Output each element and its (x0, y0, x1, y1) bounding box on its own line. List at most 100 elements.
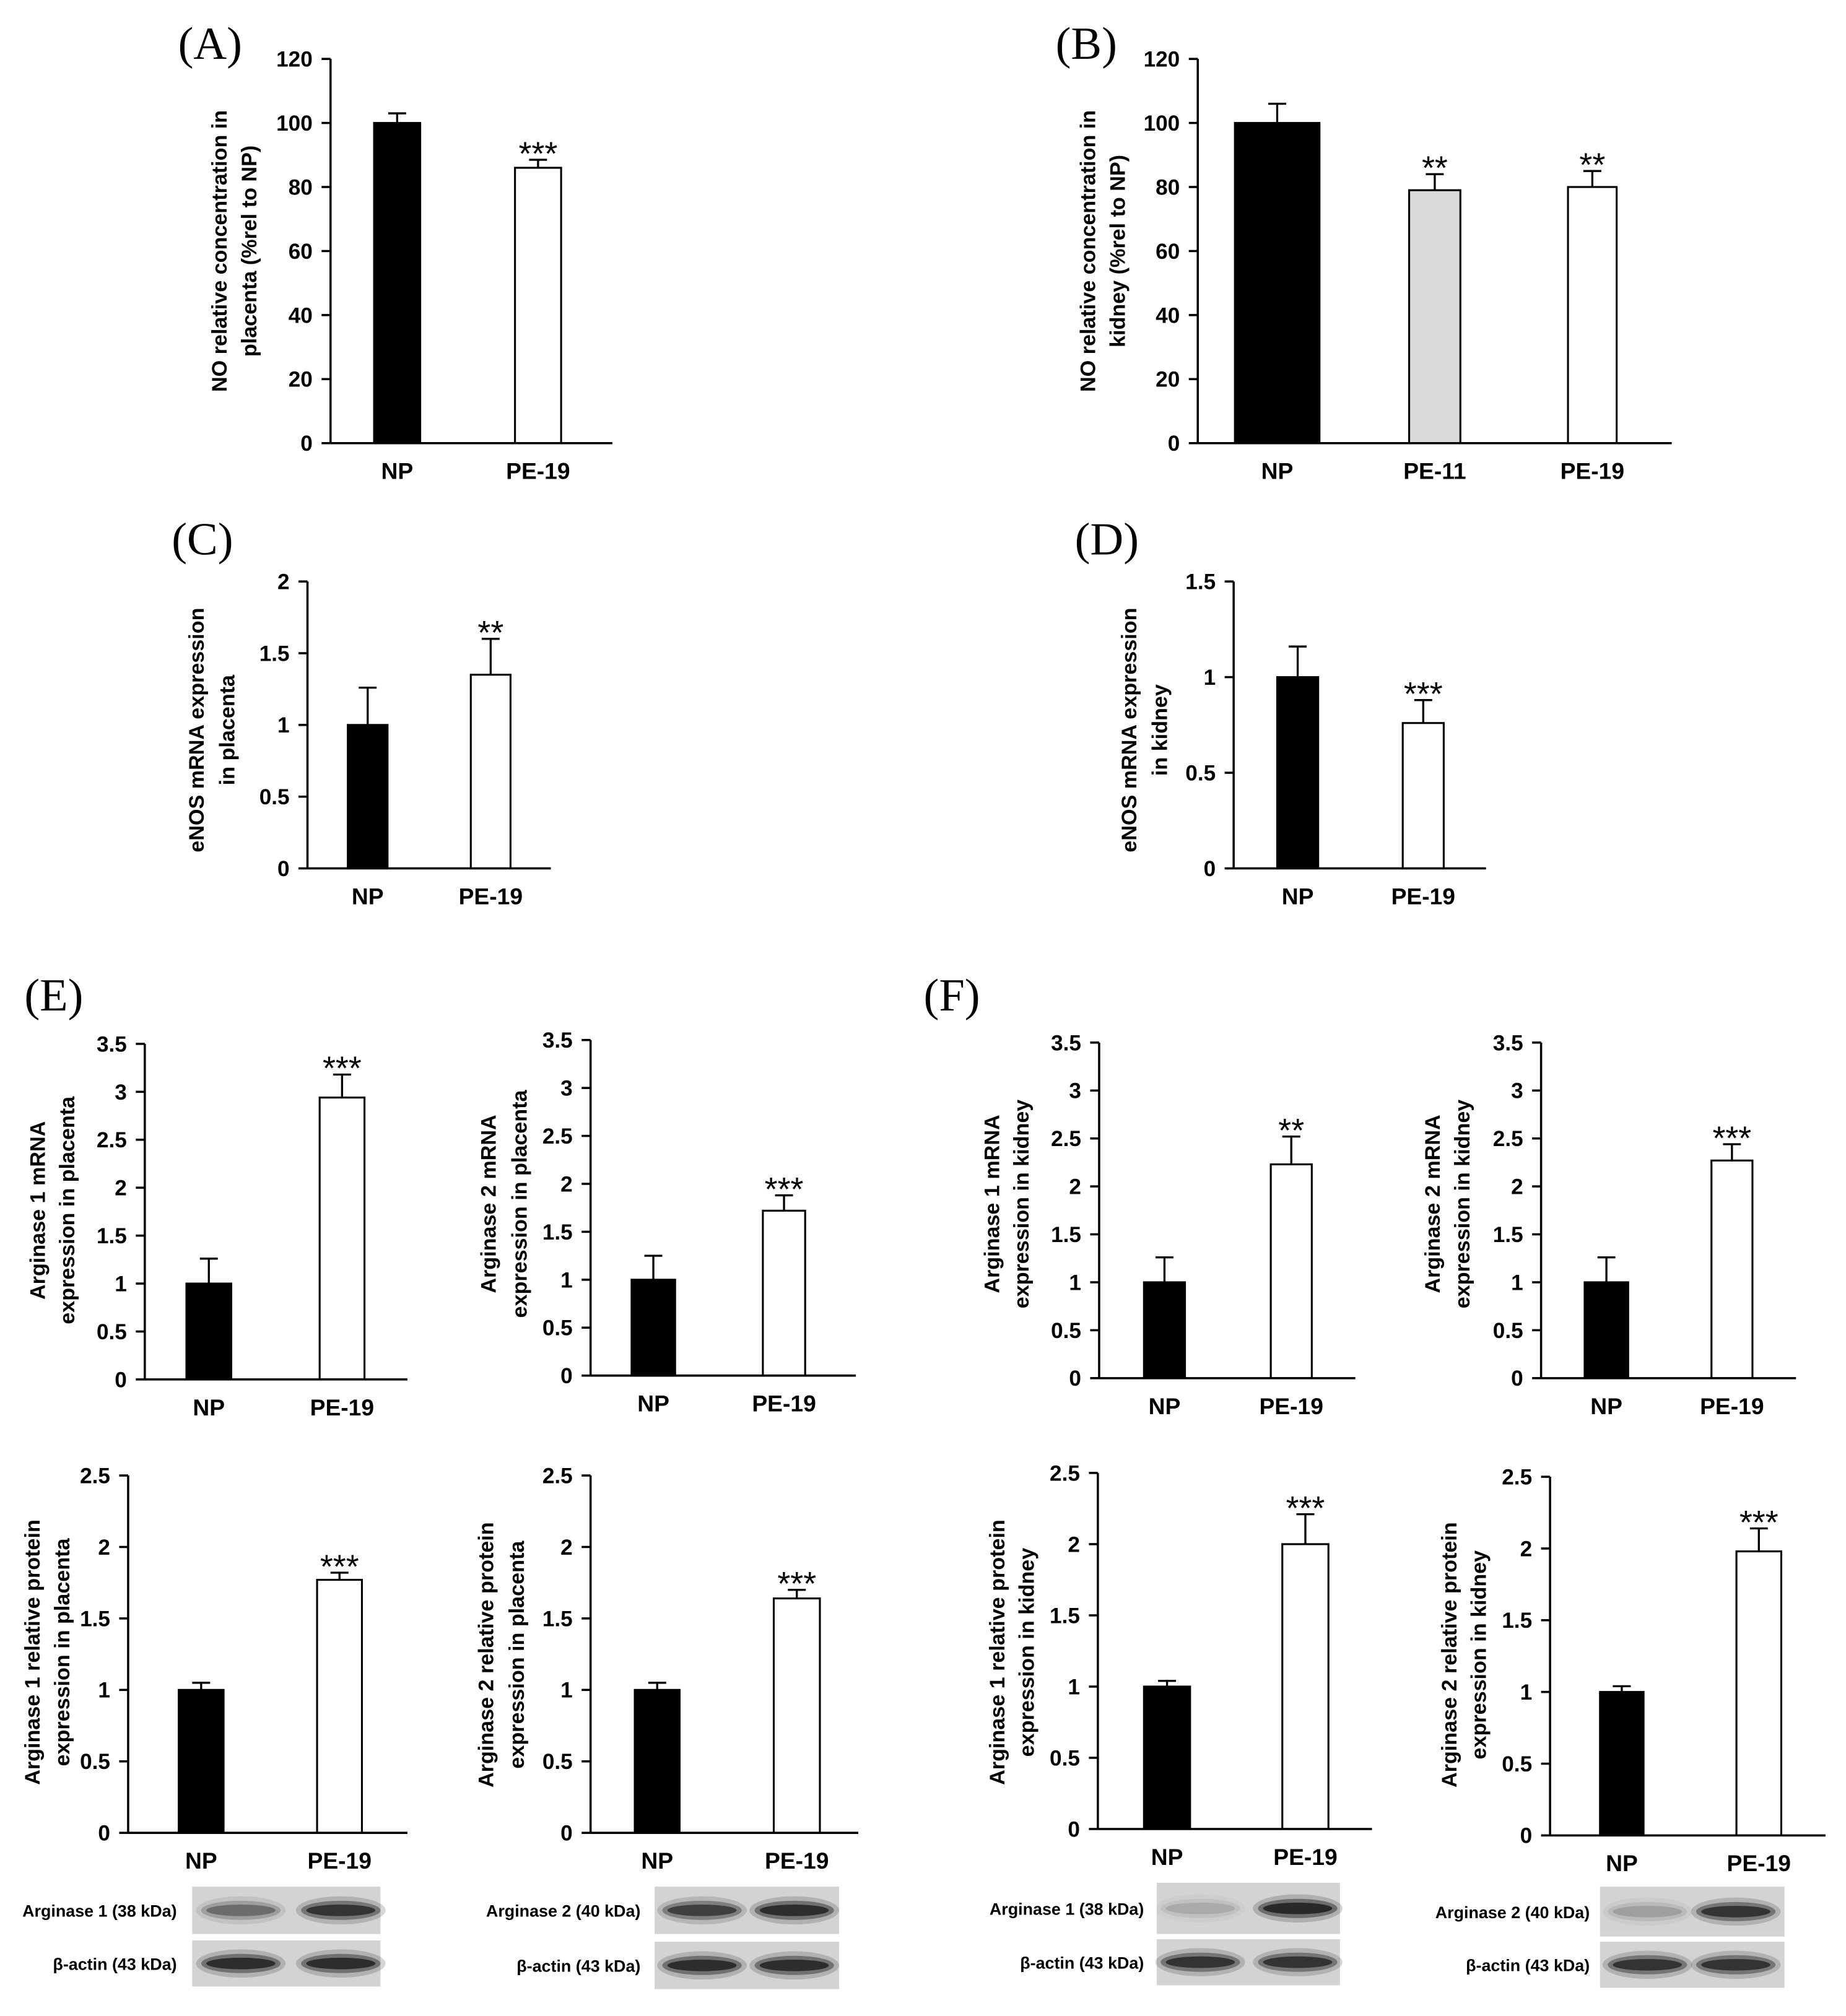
y-axis-label: expression in kidney (1451, 1100, 1474, 1309)
x-tick-label: PE-19 (1700, 1393, 1764, 1419)
x-tick-label: PE-19 (752, 1391, 816, 1417)
bar-np (373, 122, 422, 445)
y-axis-label: expression in kidney (1468, 1550, 1491, 1760)
blot-band (1165, 1902, 1235, 1914)
y-axis-label: expression in placenta (51, 1538, 74, 1766)
y-tick-label: 2 (1069, 1175, 1081, 1199)
y-tick-label: 1 (98, 1679, 110, 1703)
y-axis-label: Arginase 2 mRNA (477, 1114, 501, 1293)
y-tick-label: 0 (1520, 1824, 1533, 1848)
y-axis-label: in kidney (1149, 684, 1172, 776)
y-tick-label: 3.5 (1051, 1031, 1081, 1055)
y-axis-label: expression in placenta (56, 1096, 79, 1324)
significance-marker: *** (1712, 1119, 1751, 1157)
bar-pe-19 (1710, 1159, 1754, 1379)
blot-band (1602, 1897, 1692, 1926)
y-tick-label: 2.5 (97, 1128, 127, 1152)
x-tick-label: PE-19 (1273, 1844, 1337, 1870)
significance-marker: *** (765, 1171, 804, 1208)
blot-band (196, 1896, 286, 1925)
y-axis-label: placenta (%rel to NP) (238, 146, 261, 357)
y-tick-label: 1 (1511, 1271, 1523, 1295)
y-tick-label: 60 (1156, 240, 1180, 264)
y-tick-label: 0 (560, 1822, 573, 1846)
x-tick-label: NP (193, 1394, 225, 1420)
blot-row-label: Arginase 2 (40 kDa) (486, 1902, 640, 1921)
blot-band (667, 1905, 737, 1916)
y-tick-label: 80 (289, 175, 313, 199)
y-tick-label: 1.5 (1185, 570, 1216, 594)
x-tick-label: NP (637, 1391, 669, 1417)
y-tick-label: 1.5 (259, 641, 290, 666)
y-tick-label: 2.5 (80, 1464, 110, 1488)
x-tick-label: NP (381, 458, 413, 484)
chart-arg2-mrna-kidney: Arginase 2 mRNA expression in kidney 0 0.5 1… (1421, 1031, 1796, 1419)
bar-pe-19 (1281, 1543, 1330, 1830)
y-tick-label: 2.5 (1050, 1461, 1080, 1485)
y-axis-label: kidney (%rel to NP) (1106, 155, 1130, 347)
x-tick-label: PE-19 (1727, 1850, 1791, 1876)
blot-band (667, 1959, 737, 1971)
y-axis-label: eNOS mRNA expression (1118, 608, 1141, 853)
significance-marker: ** (1278, 1112, 1304, 1149)
y-tick-label: 2 (1511, 1175, 1523, 1199)
y-tick-label: 3 (560, 1077, 573, 1101)
y-tick-label: 3 (115, 1080, 127, 1105)
chart-arg2-mrna-placenta: Arginase 2 mRNA expression in placenta 0 0.… (477, 1028, 856, 1417)
bar-np (633, 1688, 681, 1834)
bar-pe-19 (316, 1579, 363, 1834)
x-tick-label: PE-19 (1260, 1393, 1323, 1419)
blot-band (201, 1900, 281, 1920)
y-tick-label: 20 (289, 368, 313, 392)
bar-np (178, 1688, 225, 1834)
y-axis-label: expression in placenta (505, 1540, 529, 1769)
y-tick-label: 0.5 (80, 1750, 110, 1774)
y-tick-label: 1.5 (1050, 1604, 1080, 1628)
y-tick-label: 2 (560, 1172, 573, 1196)
blot-band (306, 1957, 376, 1970)
y-tick-label: 100 (1144, 111, 1180, 136)
y-tick-label: 0.5 (1185, 761, 1216, 785)
significance-marker: *** (320, 1548, 359, 1585)
y-tick-label: 2 (115, 1176, 127, 1201)
y-tick-label: 80 (1156, 175, 1180, 199)
bar-pe-19 (469, 674, 512, 870)
y-axis-label: in placenta (216, 674, 240, 785)
bar-np (1143, 1281, 1186, 1379)
chart-enos-kidney: (D) eNOS mRNA expression in kidney 0 0.5 1 1.5… (1075, 515, 1486, 909)
y-tick-label: 3.5 (1493, 1031, 1523, 1055)
y-tick-label: 0.5 (97, 1320, 127, 1344)
x-tick-label: PE-19 (1391, 883, 1455, 909)
y-tick-label: 1.5 (1502, 1609, 1532, 1633)
chart-arg2-protein-kidney: Arginase 2 relative protein expression in… (1435, 1466, 1826, 1988)
y-tick-label: 2 (1068, 1532, 1080, 1557)
y-tick-label: 2.5 (542, 1124, 573, 1149)
y-tick-label: 2 (98, 1536, 110, 1560)
x-tick-label: PE-19 (459, 883, 523, 909)
y-axis-label: Arginase 2 relative protein (474, 1522, 498, 1788)
y-tick-label: 2 (560, 1536, 573, 1560)
chart-arg1-mrna-kidney: (F) Arginase 1 mRNA expression in kidney 0 0… (924, 970, 1356, 1419)
bar-np (347, 724, 389, 870)
y-tick-label: 1 (560, 1268, 573, 1292)
x-tick-label: PE-19 (308, 1848, 372, 1874)
y-tick-label: 0.5 (1493, 1319, 1523, 1343)
blot-band (759, 1905, 829, 1916)
y-tick-label: 120 (276, 48, 313, 72)
x-tick-label: PE-19 (1561, 458, 1624, 484)
chart-arg2-protein-placenta: Arginase 2 relative protein expression in… (474, 1464, 859, 1989)
y-tick-label: 2.5 (1051, 1127, 1081, 1151)
y-tick-label: 0.5 (542, 1750, 573, 1774)
blot-row-label: β-actin (43 kDa) (516, 1957, 640, 1976)
y-tick-label: 1 (560, 1679, 573, 1703)
x-tick-label: NP (1606, 1850, 1638, 1876)
y-tick-label: 3.5 (97, 1032, 127, 1056)
x-tick-label: NP (1149, 1393, 1181, 1419)
y-tick-label: 0 (1068, 1817, 1080, 1841)
blot-row-label: Arginase 1 (38 kDa) (990, 1900, 1144, 1919)
panel-label: (E) (24, 970, 83, 1021)
y-tick-label: 40 (1156, 303, 1180, 328)
blot-band (1165, 1956, 1235, 1968)
y-tick-label: 1 (115, 1272, 127, 1296)
blot-band (1613, 1958, 1683, 1971)
